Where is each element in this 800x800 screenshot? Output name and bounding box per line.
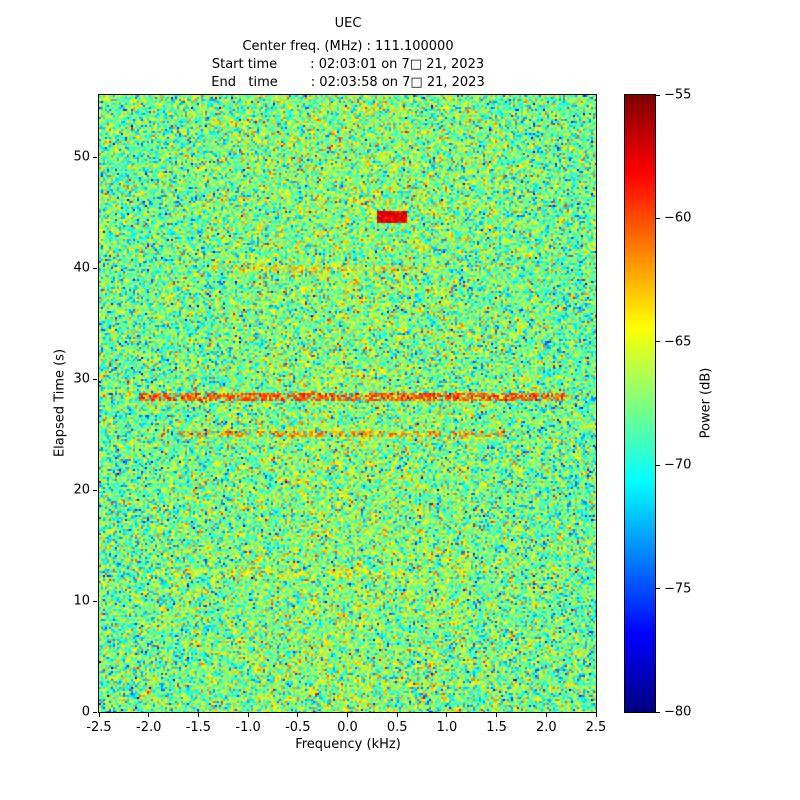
x-tick-label: -2.5: [86, 720, 112, 735]
colorbar-tick-label: −75: [664, 581, 692, 597]
x-tick-mark: [197, 713, 199, 717]
x-tick-label: -1.5: [185, 720, 212, 735]
colorbar-tick-label: −55: [664, 87, 692, 103]
colorbar: [624, 94, 656, 713]
end-time-line: End time : 02:03:58 on 7□ 21, 2023: [211, 75, 485, 90]
x-tick-mark: [595, 713, 597, 717]
x-tick-label: 1.5: [486, 720, 507, 735]
colorbar-tick-mark: [656, 94, 660, 96]
x-tick-mark: [297, 713, 299, 717]
y-tick-mark: [93, 267, 97, 269]
y-tick-mark: [93, 489, 97, 491]
x-tick-label: 0.5: [386, 720, 408, 735]
colorbar-tick-label: −60: [664, 210, 692, 226]
x-tick-label: -2.0: [136, 720, 162, 735]
y-tick-mark: [93, 378, 97, 380]
x-tick-mark: [148, 713, 150, 717]
colorbar-tick-label: −70: [664, 457, 692, 473]
y-tick-label: 40: [73, 260, 90, 276]
start-time-line: Start time : 02:03:01 on 7□ 21, 2023: [211, 57, 485, 72]
colorbar-gradient: [625, 95, 655, 712]
x-tick-mark: [396, 713, 398, 717]
x-tick-mark: [496, 713, 498, 717]
x-tick-label: 0.0: [337, 720, 358, 735]
colorbar-label: Power (dB): [698, 367, 714, 439]
y-tick-mark: [93, 156, 97, 158]
y-tick-label: 30: [73, 371, 90, 387]
x-tick-mark: [98, 713, 100, 717]
y-tick-label: 0: [81, 704, 90, 720]
x-tick-mark: [545, 713, 547, 717]
y-tick-label: 50: [73, 149, 90, 165]
x-tick-mark: [247, 713, 249, 717]
x-tick-mark: [446, 713, 448, 717]
colorbar-tick-mark: [656, 341, 660, 343]
x-axis-label: Frequency (kHz): [295, 737, 401, 752]
x-tick-label: 2.0: [535, 720, 557, 735]
y-tick-mark: [93, 711, 97, 713]
y-tick-label: 20: [73, 482, 90, 498]
plot-area: [98, 94, 597, 713]
colorbar-tick-mark: [656, 711, 660, 713]
colorbar-tick-label: −65: [664, 334, 692, 350]
x-tick-label: 2.5: [585, 720, 607, 735]
y-tick-label: 10: [73, 593, 90, 609]
colorbar-tick-mark: [656, 464, 660, 466]
x-tick-mark: [347, 713, 348, 717]
colorbar-tick-mark: [656, 588, 660, 590]
colorbar-tick-mark: [656, 217, 660, 219]
chart-title: UEC: [334, 16, 362, 31]
colorbar-tick-label: −80: [664, 704, 692, 720]
spectrogram-heatmap: [99, 95, 596, 712]
center-freq-line: Center freq. (MHz) : 111.100000: [242, 39, 454, 54]
x-tick-label: 1.0: [436, 720, 458, 735]
x-tick-label: -0.5: [285, 720, 311, 735]
x-tick-label: -1.0: [235, 720, 261, 735]
y-axis-label: Elapsed Time (s): [52, 348, 68, 458]
y-tick-mark: [93, 600, 97, 602]
